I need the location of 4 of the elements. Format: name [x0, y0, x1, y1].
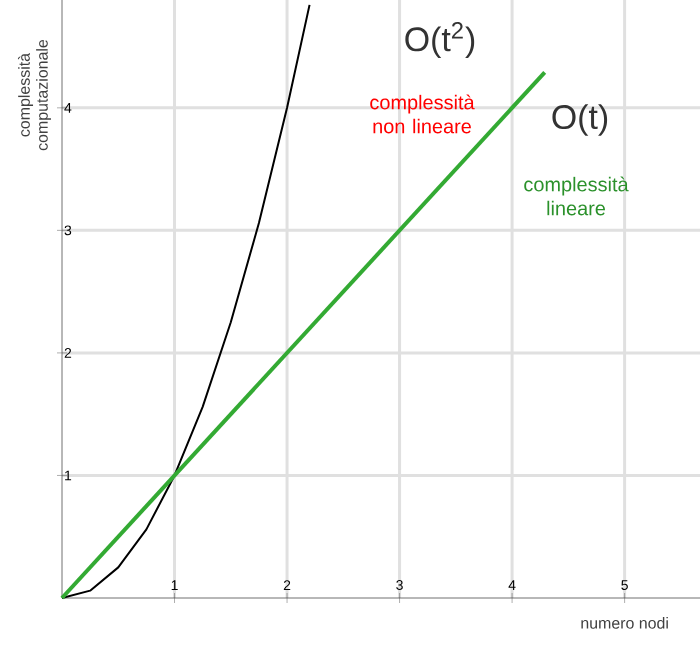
annotation: O(t$^{2}$): [405, 21, 475, 59]
annotation: O(t): [552, 104, 608, 136]
annotation: complessità non lineare: [370, 94, 475, 134]
annotation: complessità lineare: [524, 176, 629, 216]
